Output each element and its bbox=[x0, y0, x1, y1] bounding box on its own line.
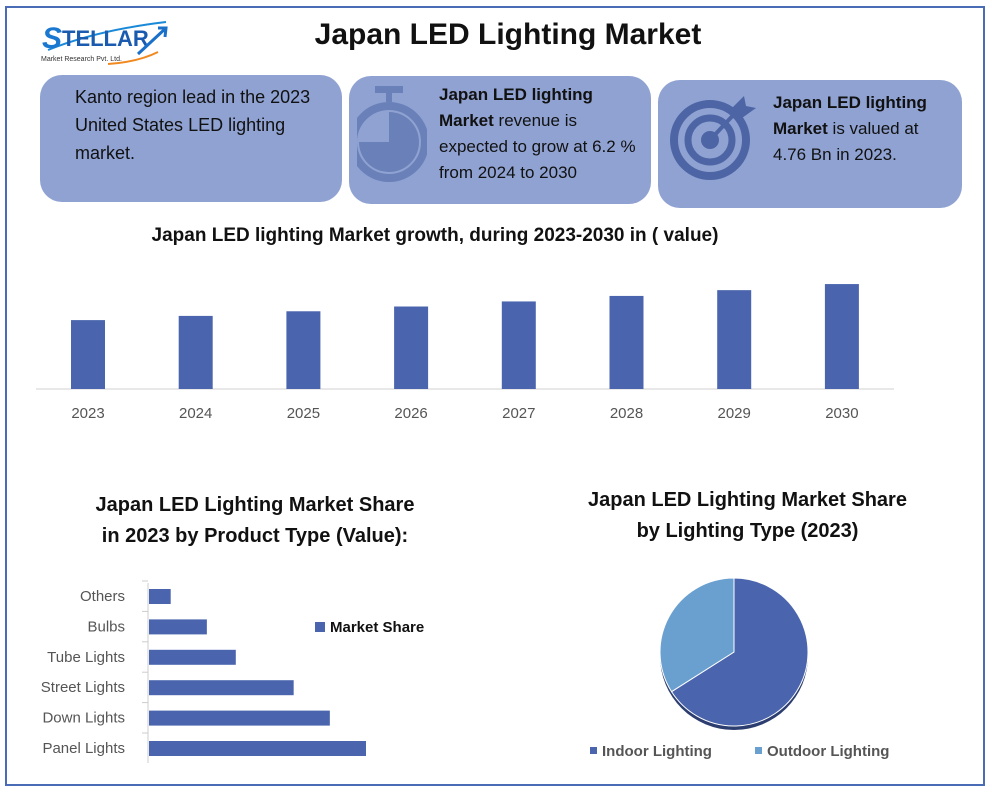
pie-chart-title-line1: Japan LED Lighting Market Share bbox=[588, 489, 907, 511]
card-region-text: Kanto region lead in the 2023 United Sta… bbox=[75, 87, 311, 163]
target-icon bbox=[670, 96, 756, 180]
y-tick-label: Bulbs bbox=[87, 618, 125, 635]
bar-bulbs bbox=[149, 619, 207, 635]
logo-tagline: Market Research Pvt. Ltd. bbox=[41, 56, 122, 63]
product-chart: Others Bulbs Tube Lights Street Lights Down … bbox=[41, 580, 424, 763]
bar-2023 bbox=[71, 320, 105, 389]
bar-tube-lights bbox=[149, 649, 236, 665]
pie-slice-indoor-lighting bbox=[670, 577, 809, 727]
bar-2029 bbox=[717, 290, 752, 389]
bar-down-lights bbox=[149, 710, 330, 726]
bar-panel-lights bbox=[149, 741, 366, 756]
legend-swatch bbox=[315, 622, 325, 632]
card-value-text: is valued at 4.76 Bn in 2023. bbox=[773, 119, 919, 164]
bar-others bbox=[149, 589, 171, 604]
bar-2027 bbox=[501, 301, 536, 389]
pie-chart-title-line2: by Lighting Type (2023) bbox=[636, 520, 859, 542]
y-tick-label: Tube Lights bbox=[47, 649, 125, 666]
bar-2025 bbox=[286, 311, 321, 389]
x-tick-label: 2030 bbox=[825, 405, 858, 422]
x-tick-label: 2027 bbox=[502, 405, 535, 422]
card-growth-text: revenue is expected to grow at 6.2 % fro… bbox=[439, 111, 636, 182]
card-value: Japan LED lighting Market is valued at 4… bbox=[658, 80, 962, 208]
card-region: Kanto region lead in the 2023 United Sta… bbox=[40, 75, 342, 202]
bar-2026 bbox=[394, 306, 429, 389]
x-tick-label: 2029 bbox=[718, 405, 751, 422]
bar-2024 bbox=[178, 315, 213, 389]
card-value-title: Japan LED lighting Market bbox=[773, 93, 927, 138]
infographic-frame bbox=[5, 6, 985, 786]
stopwatch-icon bbox=[357, 86, 427, 182]
growth-chart-title: Japan LED lighting Market growth, during… bbox=[151, 225, 719, 246]
pie-chart: Indoor Lighting Outdoor Lighting bbox=[590, 577, 889, 760]
product-chart-title-line2: in 2023 by Product Type (Value): bbox=[101, 525, 409, 547]
legend-swatch bbox=[755, 747, 762, 754]
x-tick-label: 2026 bbox=[394, 405, 427, 422]
x-tick-label: 2023 bbox=[71, 405, 104, 422]
legend-label: Outdoor Lighting bbox=[767, 743, 889, 760]
legend-label: Indoor Lighting bbox=[602, 743, 712, 760]
bar-2030 bbox=[824, 284, 859, 389]
x-tick-label: 2024 bbox=[179, 405, 212, 422]
card-growth-title: Japan LED lighting Market bbox=[439, 85, 593, 130]
x-tick-label: 2025 bbox=[287, 405, 320, 422]
page-title: Japan LED Lighting Market bbox=[314, 18, 702, 51]
logo: S TELLAR Market Research Pvt. Ltd. bbox=[38, 10, 173, 66]
svg-text:TELLAR: TELLAR bbox=[62, 26, 149, 51]
y-tick-label: Down Lights bbox=[42, 710, 125, 727]
growth-chart: 2023 2024 2025 2026 2027 2028 2029 2030 bbox=[36, 284, 894, 422]
y-tick-label: Panel Lights bbox=[42, 740, 125, 757]
pie-slice-outdoor-lighting bbox=[659, 577, 735, 693]
y-tick-label: Street Lights bbox=[41, 679, 125, 696]
card-growth: Japan LED lighting Market revenue is exp… bbox=[349, 76, 651, 204]
logo-graphic: S TELLAR bbox=[42, 21, 168, 65]
y-tick-label: Others bbox=[80, 588, 125, 605]
bar-street-lights bbox=[149, 680, 294, 696]
svg-text:S: S bbox=[42, 22, 62, 55]
product-chart-title-line1: Japan LED Lighting Market Share bbox=[95, 494, 415, 516]
legend-swatch bbox=[590, 747, 597, 754]
x-tick-label: 2028 bbox=[610, 405, 643, 422]
legend-label: Market Share bbox=[330, 619, 424, 636]
bar-2028 bbox=[609, 295, 644, 389]
